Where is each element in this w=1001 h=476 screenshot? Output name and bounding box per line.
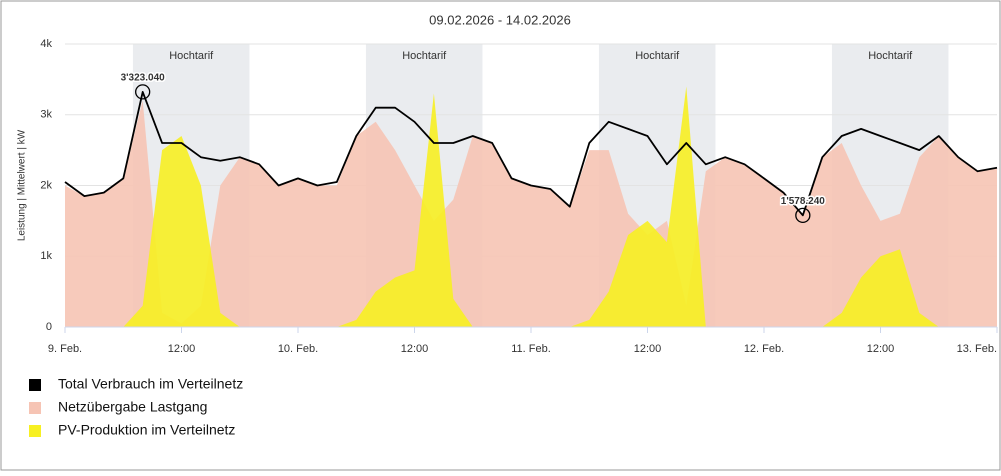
legend-swatch [29,425,41,437]
band-label: Hochtarif [868,50,913,62]
annotation-marker [135,84,151,100]
x-tick-label: 12. Feb. [744,343,784,355]
annotation-marker [795,207,811,223]
x-tick-label: 11. Feb. [511,343,551,355]
line-series [64,91,998,217]
x-tick-label: 12:00 [634,343,662,355]
y-tick-label: 4k [40,38,52,50]
band-label: Hochtarif [169,50,214,62]
y-tick-label: 3k [40,109,52,121]
area-series [65,100,997,327]
x-tick-label: 13. Feb. [957,343,997,355]
annotation-label: 1'578.240 [781,196,826,207]
legend-swatch [29,379,41,391]
x-tick-label: 10. Feb. [278,343,318,355]
legend-swatch [29,402,41,414]
area-series [65,86,997,327]
y-tick-label: 0 [46,321,52,333]
annotation-label: 3'323.040 [121,73,166,84]
band-label: Hochtarif [402,50,447,62]
x-tick-label: 12:00 [401,343,429,355]
legend-label: PV-Produktion im Verteilnetz [58,422,235,438]
x-tick-label: 12:00 [867,343,895,355]
chart-title: 09.02.2026 - 14.02.2026 [429,12,571,27]
y-tick-label: 2k [40,179,52,191]
legend-label: Total Verbrauch im Verteilnetz [58,376,243,392]
band-label: Hochtarif [635,50,680,62]
y-axis-label: Leistung | Mittelwert | kW [17,129,28,241]
legend-label: Netzübergabe Lastgang [58,399,207,415]
x-tick-label: 12:00 [168,343,196,355]
x-tick-label: 9. Feb. [48,343,82,355]
y-tick-label: 1k [40,250,52,262]
